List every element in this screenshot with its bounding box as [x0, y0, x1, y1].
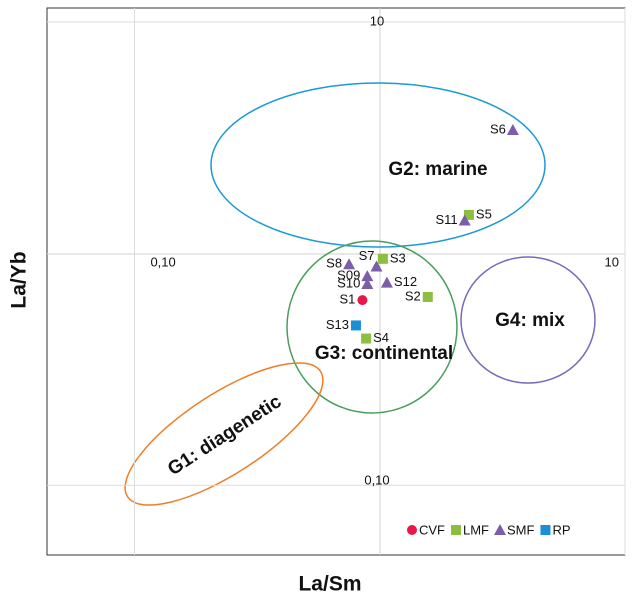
- annotation: G4: mix: [495, 310, 565, 331]
- point-label: S10: [337, 275, 360, 290]
- point-label: S4: [373, 330, 389, 345]
- point: [458, 214, 471, 226]
- annotation: G2: marine: [388, 159, 487, 180]
- legend-marker: [494, 524, 506, 535]
- legend-label: CVF: [419, 522, 445, 537]
- group-ellipse: [210, 82, 546, 248]
- annotation: G1: diagenetic: [164, 391, 286, 480]
- point: [506, 123, 519, 135]
- point: [377, 253, 388, 264]
- legend-label: RP: [552, 522, 570, 537]
- legend-marker: [540, 525, 551, 535]
- group-ellipse: [286, 240, 458, 414]
- legend-label: SMF: [507, 522, 535, 537]
- point-label: S5: [476, 206, 492, 221]
- point-label: S1: [340, 292, 356, 307]
- point-label: S6: [490, 121, 506, 136]
- point: [380, 276, 393, 288]
- point-label: S09: [337, 268, 360, 283]
- point-label: S7: [359, 248, 375, 263]
- y-tick-label: 10: [370, 13, 384, 28]
- point: [361, 270, 374, 282]
- point-label: S11: [436, 212, 458, 227]
- point: [370, 260, 383, 272]
- annotation: G3: continental: [315, 343, 453, 364]
- point: [361, 277, 374, 289]
- point: [350, 320, 361, 331]
- point: [422, 291, 433, 302]
- plot-frame: [46, 7, 626, 556]
- y-axis-label: La/Yb: [8, 251, 31, 308]
- point-label: S2: [405, 288, 421, 303]
- x-axis-label: La/Sm: [298, 573, 361, 596]
- point-label: S8: [326, 256, 342, 271]
- point-label: S13: [326, 317, 349, 332]
- point-label: S12: [394, 274, 417, 289]
- y-tick-label: 0,10: [364, 473, 389, 488]
- x-tick-label: 0,10: [150, 254, 175, 269]
- x-tick-label: 10: [605, 254, 619, 269]
- legend-marker: [407, 525, 417, 535]
- point-label: S3: [390, 250, 406, 265]
- legend-marker: [451, 525, 461, 535]
- legend-label: LMF: [463, 522, 489, 537]
- point: [343, 258, 356, 270]
- group-ellipse: [460, 256, 596, 384]
- group-ellipse: [124, 362, 324, 506]
- point: [357, 295, 368, 306]
- point: [361, 333, 372, 344]
- point: [463, 209, 474, 220]
